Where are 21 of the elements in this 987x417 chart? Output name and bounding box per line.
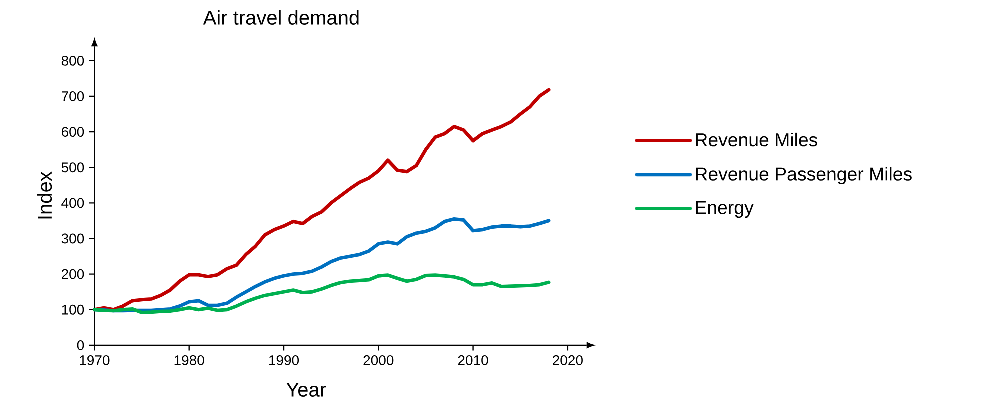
x-tick-label: 2010 [458, 355, 488, 366]
y-tick-label: 400 [62, 198, 84, 208]
y-axis-title: Index [37, 172, 52, 218]
chart-title: Air travel demand [203, 10, 359, 25]
y-tick-label: 200 [62, 269, 84, 280]
x-tick-label: 1990 [269, 355, 300, 366]
y-tick-label: 100 [62, 304, 84, 315]
y-tick-label: 600 [62, 126, 84, 137]
x-tick-label: 2020 [553, 355, 583, 366]
y-tick-label: 700 [62, 91, 84, 102]
x-tick-label: 2000 [364, 355, 394, 366]
legend-label: Energy [696, 201, 754, 218]
y-tick-label: 300 [62, 234, 84, 244]
legend-label: Revenue Passenger Miles [696, 166, 912, 184]
y-tick-label: 500 [62, 162, 84, 172]
x-tick-label: 1970 [80, 355, 110, 366]
x-tick-label: 1980 [174, 355, 204, 366]
y-tick-label: 800 [62, 56, 84, 66]
y-tick-label: 0 [77, 340, 84, 350]
x-axis-title: Year [286, 382, 326, 397]
legend-label: Revenue Miles [696, 132, 818, 146]
